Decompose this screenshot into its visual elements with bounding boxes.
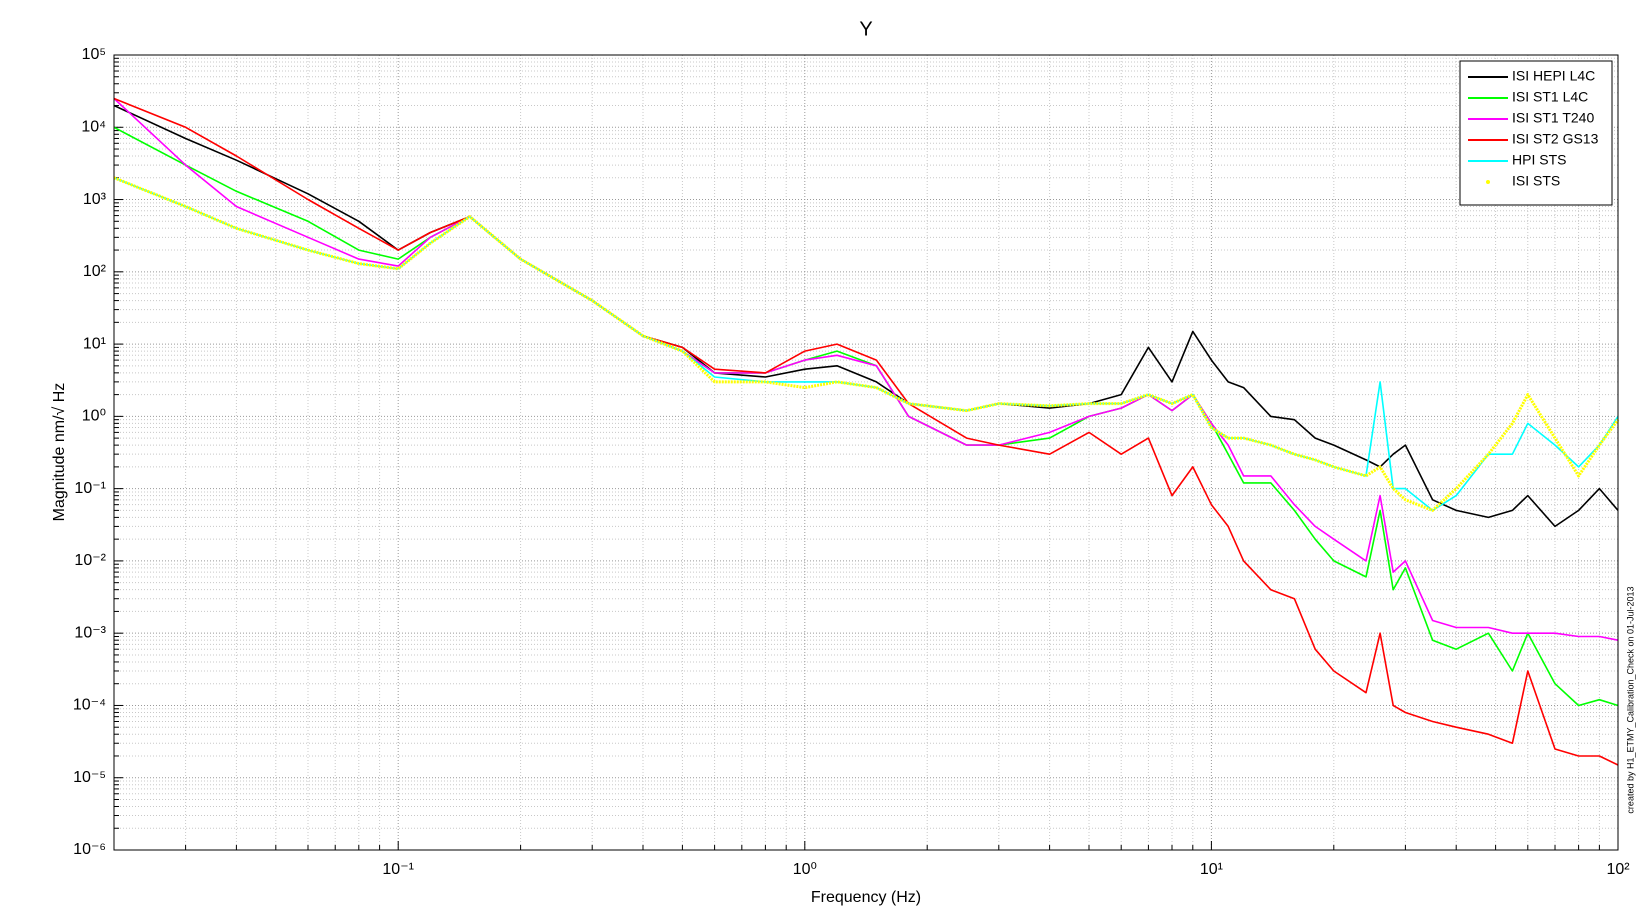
y-tick-label: 10⁴ — [81, 118, 106, 135]
legend-label: ISI STS — [1512, 173, 1560, 189]
legend-box — [1459, 60, 1613, 206]
legend: ISI HEPI L4C ISI ST1 L4C ISI ST1 T240 ISI S… — [1459, 60, 1613, 206]
axes-box — [113, 54, 1619, 851]
y-tick-label: 10² — [83, 263, 107, 280]
x-tick-label: 10² — [1606, 861, 1630, 878]
y-tick-label: 10⁻⁶ — [73, 841, 106, 858]
x-tick-label: 10¹ — [1200, 861, 1223, 878]
chart-title: Y — [859, 18, 872, 40]
x-tick-label: 10⁰ — [793, 861, 817, 878]
legend-label: ISI ST1 L4C — [1512, 89, 1588, 105]
y-tick-label: 10⁰ — [82, 408, 106, 425]
legend-label: HPI STS — [1512, 152, 1566, 168]
y-tick-label: 10⁻² — [74, 552, 106, 569]
y-tick-label: 10⁻⁴ — [73, 697, 106, 714]
legend-label: ISI ST1 T240 — [1512, 110, 1594, 126]
y-axis-label: Magnitude nm/√ Hz — [51, 383, 68, 522]
y-tick-label: 10⁻¹ — [74, 480, 106, 497]
x-tick-label: 10⁻¹ — [382, 861, 414, 878]
side-annotation: created by H1_ETMY_Calibration_Check on … — [1625, 586, 1635, 813]
legend-label: ISI ST2 GS13 — [1512, 131, 1599, 147]
legend-swatch — [1486, 180, 1490, 184]
y-tick-label: 10⁻³ — [74, 624, 106, 641]
y-tick-label: 10³ — [83, 191, 107, 208]
series-line — [113, 176, 1620, 512]
y-tick-label: 10⁵ — [82, 46, 106, 63]
y-tick-label: 10¹ — [83, 335, 106, 352]
y-tick-label: 10⁻⁵ — [73, 769, 106, 786]
plot-area — [114, 55, 1618, 850]
legend-label: ISI HEPI L4C — [1512, 68, 1595, 84]
x-axis-label: Frequency (Hz) — [811, 889, 921, 906]
